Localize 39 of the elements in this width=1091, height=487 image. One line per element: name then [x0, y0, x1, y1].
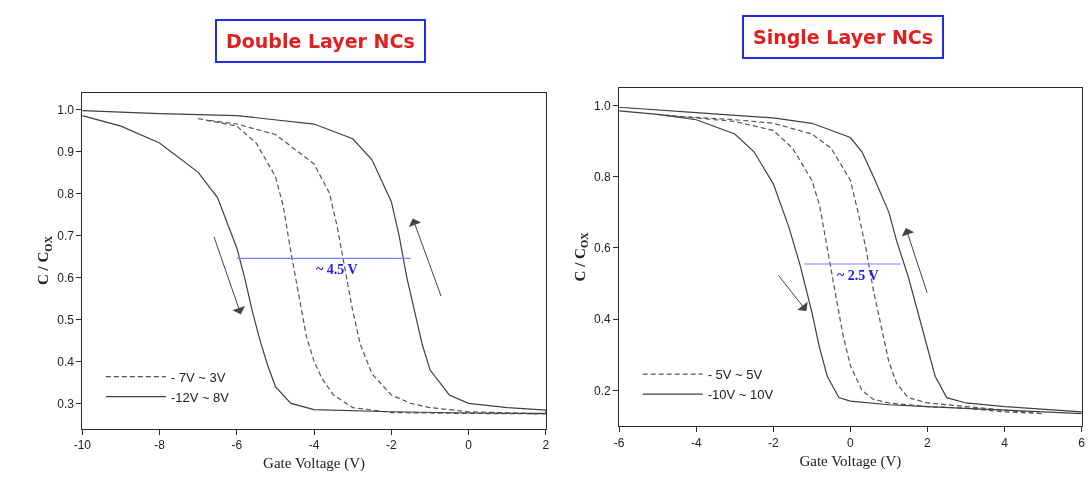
legend-label: -10V ~ 10V — [707, 387, 774, 403]
y-tick-label: 0.7 — [57, 228, 75, 243]
y-tick-label: 0.4 — [594, 312, 612, 327]
chart-title: Single Layer NCs — [753, 26, 934, 48]
x-tick-label: -8 — [154, 437, 166, 452]
x-tick-label: 6 — [1078, 435, 1086, 450]
x-tick-label: -10 — [73, 437, 92, 452]
y-tick-label: 0.6 — [57, 270, 75, 285]
y-tick-label: 0.6 — [594, 241, 612, 256]
x-axis-title: Gate Voltage (V) — [263, 454, 366, 472]
x-tick-label: 2 — [924, 435, 932, 450]
legend-label: - 5V ~ 5V — [707, 367, 763, 383]
y-tick-label: 0.8 — [57, 186, 75, 201]
x-tick-label: -4 — [308, 437, 320, 452]
annotation: ~ 2.5 V — [837, 268, 879, 283]
legend-label: - 7V ~ 3V — [170, 369, 226, 385]
x-tick-label: -4 — [690, 435, 702, 450]
line-series — [619, 106, 1082, 415]
x-tick-label: -2 — [767, 435, 779, 450]
y-tick-label: 0.2 — [594, 383, 612, 398]
y-tick-label: 0.3 — [57, 396, 75, 411]
legend-label: -12V ~ 8V — [170, 389, 230, 405]
y-tick-label: 0.8 — [594, 169, 612, 184]
chart-title: Double Layer NCs — [226, 30, 415, 52]
y-tick-label: 1.0 — [57, 102, 75, 117]
y-tick-label: 1.0 — [594, 98, 612, 113]
x-tick-label: 4 — [1001, 435, 1009, 450]
x-tick-label: -6 — [231, 437, 243, 452]
annotation: ~ 4.5 V — [316, 262, 358, 277]
x-tick-label: -6 — [613, 435, 625, 450]
x-axis-title: Gate Voltage (V) — [799, 452, 902, 470]
x-tick-label: 0 — [847, 435, 855, 450]
y-tick-label: 0.9 — [57, 144, 75, 159]
x-tick-label: 2 — [542, 437, 550, 452]
line-series — [82, 109, 546, 415]
x-tick-label: 0 — [465, 437, 473, 452]
y-tick-label: 0.5 — [57, 312, 75, 327]
x-tick-label: -2 — [386, 437, 397, 452]
y-tick-label: 0.4 — [57, 354, 75, 369]
